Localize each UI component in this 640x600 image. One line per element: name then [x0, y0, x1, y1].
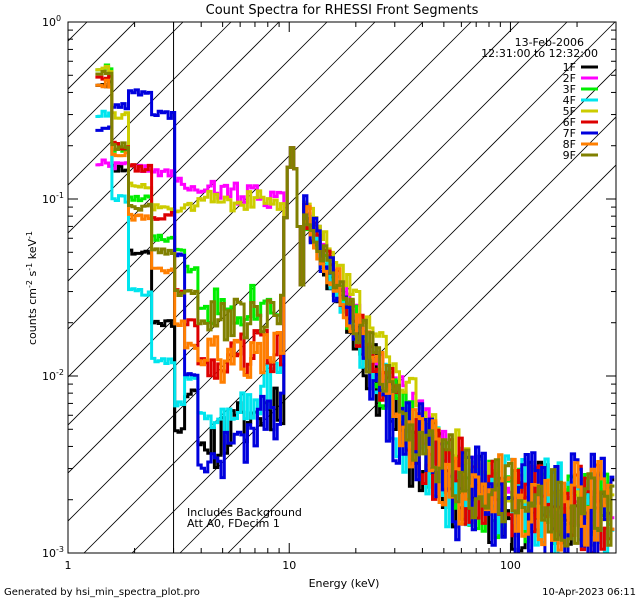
hatch-line [68, 22, 376, 330]
y-tick-label: 10-1 [42, 191, 64, 206]
hatch-line [179, 116, 616, 553]
hatch-line [68, 22, 280, 234]
hatch-line [68, 22, 424, 378]
legend-label-9F: 9F [563, 149, 576, 162]
annotation-background: Includes Background [187, 506, 302, 519]
axis-ticks: 1 10 100 100 10-1 10-2 10-3 [42, 14, 617, 572]
footer-date: 10-Apr-2023 06:11 [542, 587, 636, 598]
x-tick-label: 10 [282, 559, 296, 572]
hatch-line [68, 22, 472, 426]
hatch-line [68, 22, 232, 186]
x-tick-label: 100 [500, 559, 521, 572]
hatch-line [68, 22, 328, 282]
x-tick-label: 1 [65, 559, 72, 572]
legend-label-5F: 5F [563, 105, 576, 118]
annotation-attenuator: Att A0, FDecim 1 [187, 517, 280, 530]
legend-label-2F: 2F [563, 72, 576, 85]
legend-label-1F: 1F [563, 61, 576, 74]
plot-frame [67, 21, 617, 554]
x-axis-label: Energy (keV) [309, 577, 380, 590]
series-layer [95, 63, 615, 553]
legend-label-4F: 4F [563, 94, 576, 107]
footer-generated: Generated by hsi_min_spectra_plot.pro [4, 587, 200, 598]
hatch-line [68, 22, 184, 138]
hatched-excluded-region [68, 22, 616, 553]
hatch-line [68, 22, 88, 42]
chart-title: Count Spectra for RHESSI Front Segments [206, 3, 479, 18]
legend-label-6F: 6F [563, 116, 576, 129]
legend-label-7F: 7F [563, 127, 576, 140]
y-axis-label: counts cm-2 s-1 keV-1 [25, 231, 39, 345]
hatch-line [227, 164, 616, 553]
hatch-line [68, 22, 568, 522]
legend-label-8F: 8F [563, 138, 576, 151]
series-line-9F [95, 70, 615, 548]
y-tick-label: 100 [42, 14, 61, 29]
date-label: 13-Feb-2006 [515, 36, 584, 49]
y-tick-label: 10-2 [42, 368, 64, 383]
legend-label-3F: 3F [563, 83, 576, 96]
y-tick-label: 10-3 [42, 545, 64, 560]
time-range-label: 12:31:00 to 12:32:00 [481, 47, 598, 60]
